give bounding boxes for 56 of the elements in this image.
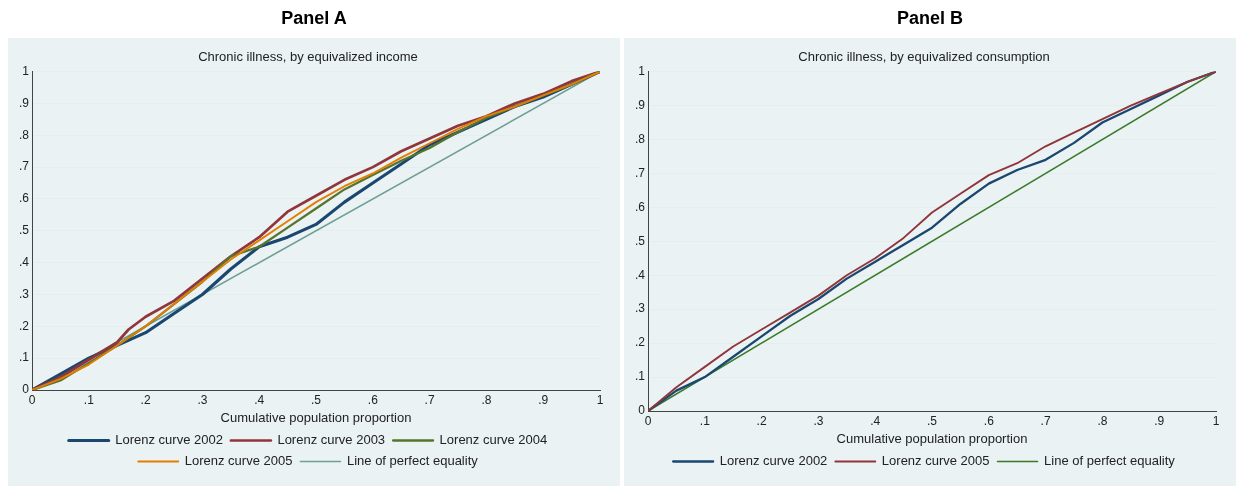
legend-label: Lorenz curve 2003 [277, 432, 386, 448]
x-tick-label: .8 [481, 392, 492, 407]
x-tick-label: .6 [367, 392, 379, 407]
y-tick-label: .9 [18, 95, 30, 110]
y-tick-label: .6 [18, 191, 30, 206]
x-tick-label: .9 [1154, 413, 1165, 428]
y-tick-label: .3 [18, 286, 30, 301]
y-tick-label: 0 [638, 403, 646, 418]
x-tick-label: 1 [596, 392, 604, 407]
y-tick-label: .5 [634, 233, 646, 248]
legend-label: Line of perfect equality [346, 453, 479, 469]
y-tick-label: .1 [634, 369, 646, 384]
y-tick-label: .2 [634, 335, 646, 350]
x-tick-label: .5 [927, 413, 938, 428]
y-tick-label: .2 [18, 318, 30, 333]
chart-subtitle: Chronic illness, by equivalized consumption [798, 49, 1050, 65]
x-tick-label: .1 [699, 413, 711, 428]
x-tick-label: .4 [254, 392, 265, 407]
y-tick-label: 1 [638, 63, 646, 78]
y-tick-label: 0 [22, 382, 30, 397]
y-tick-label: .8 [634, 131, 646, 146]
x-tick-label: .1 [83, 392, 95, 407]
x-axis-title: Cumulative population proportion [836, 430, 1028, 446]
y-tick-label: 1 [22, 63, 30, 78]
x-tick-label: .5 [311, 392, 322, 407]
y-tick-label: .1 [18, 350, 30, 365]
chart-title: Panel B [896, 8, 964, 30]
chart-subtitle: Chronic illness, by equivalized income [198, 49, 418, 65]
x-tick-label: .8 [1097, 413, 1108, 428]
x-tick-label: .6 [983, 413, 995, 428]
y-tick-label: .7 [18, 159, 30, 174]
x-tick-label: .3 [813, 413, 824, 428]
x-tick-label: .9 [538, 392, 549, 407]
legend-label: Lorenz curve 2004 [439, 432, 548, 448]
y-tick-label: .6 [634, 199, 646, 214]
x-tick-label: .7 [1040, 413, 1051, 428]
y-tick-label: .8 [18, 127, 30, 142]
y-tick-label: .3 [634, 301, 646, 316]
x-tick-label: .3 [197, 392, 208, 407]
x-tick-label: 1 [1212, 413, 1220, 428]
y-tick-label: .4 [18, 254, 30, 269]
y-tick-label: .4 [634, 267, 646, 282]
legend-label: Lorenz curve 2002 [719, 453, 828, 469]
legend-label: Lorenz curve 2005 [881, 453, 990, 469]
x-tick-label: .2 [756, 413, 767, 428]
legend-label: Lorenz curve 2005 [184, 453, 293, 469]
legend-label: Lorenz curve 2002 [115, 432, 223, 448]
x-tick-label: .4 [870, 413, 881, 428]
y-tick-label: .5 [18, 223, 30, 238]
chart-title: Panel A [280, 8, 348, 30]
x-axis-title: Cumulative population proportion [220, 409, 412, 425]
x-tick-label: .7 [424, 392, 435, 407]
legend-label: Line of perfect equality [1044, 453, 1176, 469]
y-tick-label: .7 [634, 165, 646, 180]
y-tick-label: .9 [634, 97, 646, 112]
x-tick-label: .2 [140, 392, 151, 407]
